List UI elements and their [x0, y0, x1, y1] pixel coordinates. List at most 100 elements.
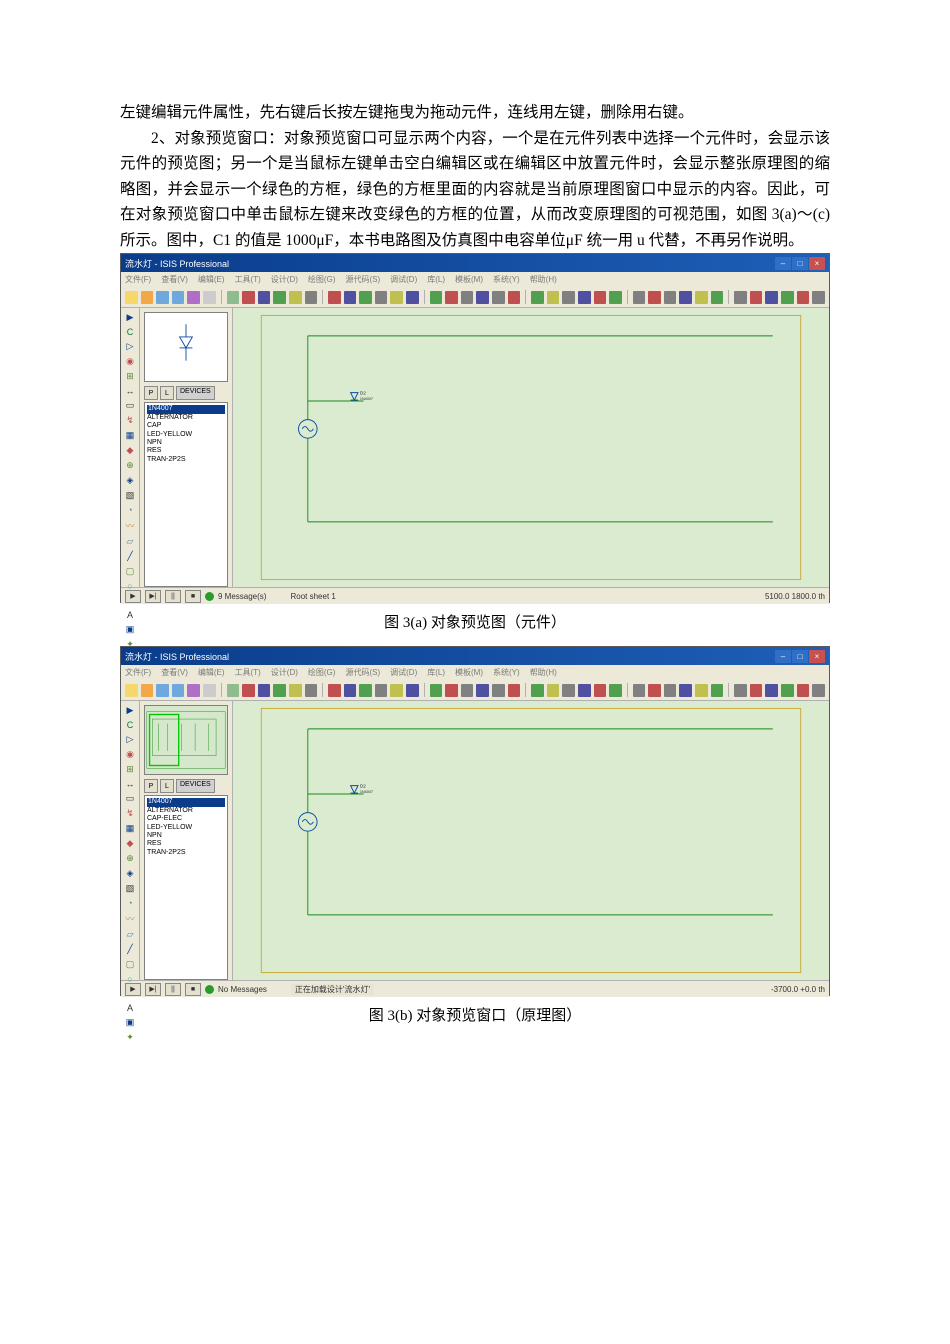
- left-toolbar[interactable]: ▶C▷◉⊞↔▭↯▦◆⊕◈▧◔〰▱╱▢○◠A▣✦: [121, 701, 140, 980]
- device-list[interactable]: 1N4007ALTERNATORCAP-ELECLED-YELLOWNPNRES…: [144, 795, 228, 980]
- play-icon[interactable]: ▶: [125, 590, 141, 603]
- sidebar-tool-icon[interactable]: ▧: [123, 490, 137, 501]
- stop-icon[interactable]: ■: [185, 590, 201, 603]
- toolbar-icon[interactable]: [578, 684, 591, 697]
- toolbar-icon[interactable]: [695, 684, 708, 697]
- sidebar-tool-icon[interactable]: ◈: [123, 868, 137, 879]
- toolbar-icon[interactable]: [734, 291, 747, 304]
- toolbar-icon[interactable]: [797, 291, 810, 304]
- toolbar[interactable]: [121, 680, 829, 701]
- device-item[interactable]: RES: [147, 447, 225, 455]
- device-item[interactable]: TRAN-2P2S: [147, 849, 225, 857]
- device-item[interactable]: CAP: [147, 422, 225, 430]
- device-item[interactable]: NPN: [147, 832, 225, 840]
- sidebar-tool-icon[interactable]: ╱: [123, 551, 137, 562]
- device-item[interactable]: CAP-ELEC: [147, 815, 225, 823]
- toolbar-icon[interactable]: [156, 291, 169, 304]
- toolbar-icon[interactable]: [289, 291, 302, 304]
- toolbar-icon[interactable]: [344, 291, 357, 304]
- toolbar-icon[interactable]: [445, 291, 458, 304]
- close-icon[interactable]: ×: [809, 650, 825, 663]
- toolbar-icon[interactable]: [648, 291, 661, 304]
- toolbar-icon[interactable]: [633, 291, 646, 304]
- toolbar[interactable]: [121, 287, 829, 308]
- toolbar-icon[interactable]: [203, 684, 216, 697]
- toolbar-icon[interactable]: [406, 684, 419, 697]
- menu-item[interactable]: 查看(V): [161, 667, 188, 678]
- toolbar-icon[interactable]: [141, 291, 154, 304]
- toolbar-icon[interactable]: [242, 684, 255, 697]
- toolbar-icon[interactable]: [711, 291, 724, 304]
- toolbar-icon[interactable]: [476, 684, 489, 697]
- minimize-icon[interactable]: –: [775, 650, 791, 663]
- toolbar-icon[interactable]: [765, 291, 778, 304]
- toolbar-icon[interactable]: [390, 291, 403, 304]
- sidebar-tool-icon[interactable]: ↔: [123, 779, 137, 789]
- picker-p-button[interactable]: P: [144, 386, 158, 400]
- toolbar-icon[interactable]: [812, 684, 825, 697]
- sidebar-tool-icon[interactable]: ╱: [123, 944, 137, 955]
- menu-item[interactable]: 源代码(S): [345, 274, 380, 285]
- toolbar-icon[interactable]: [242, 291, 255, 304]
- schematic-canvas[interactable]: D21N4007D11N4007D41N4007D31N4007C11000uF…: [233, 701, 829, 980]
- menu-item[interactable]: 系统(Y): [493, 274, 520, 285]
- toolbar-icon[interactable]: [359, 291, 372, 304]
- toolbar-icon[interactable]: [812, 291, 825, 304]
- menu-item[interactable]: 编辑(E): [198, 667, 225, 678]
- sidebar-tool-icon[interactable]: ▷: [123, 734, 137, 745]
- toolbar-icon[interactable]: [328, 684, 341, 697]
- sidebar-tool-icon[interactable]: 〰: [123, 912, 137, 925]
- sidebar-tool-icon[interactable]: 〰: [123, 519, 137, 532]
- sidebar-tool-icon[interactable]: ▶: [123, 312, 137, 323]
- sidebar-tool-icon[interactable]: ◔: [123, 898, 137, 908]
- menu-item[interactable]: 文件(F): [125, 274, 151, 285]
- menu-item[interactable]: 查看(V): [161, 274, 188, 285]
- toolbar-icon[interactable]: [273, 291, 286, 304]
- toolbar-icon[interactable]: [664, 684, 677, 697]
- sidebar-tool-icon[interactable]: ↯: [123, 415, 137, 426]
- toolbar-icon[interactable]: [562, 684, 575, 697]
- menu-item[interactable]: 编辑(E): [198, 274, 225, 285]
- toolbar-icon[interactable]: [781, 291, 794, 304]
- toolbar-icon[interactable]: [203, 291, 216, 304]
- sidebar-tool-icon[interactable]: ⊞: [123, 764, 137, 775]
- toolbar-icon[interactable]: [305, 684, 318, 697]
- sidebar-tool-icon[interactable]: ▭: [123, 793, 137, 804]
- toolbar-icon[interactable]: [750, 291, 763, 304]
- sidebar-tool-icon[interactable]: ◆: [123, 445, 137, 456]
- toolbar-icon[interactable]: [750, 684, 763, 697]
- menubar[interactable]: 文件(F)查看(V)编辑(E)工具(T)设计(D)绘图(G)源代码(S)调试(D…: [121, 272, 829, 287]
- menu-item[interactable]: 帮助(H): [530, 667, 557, 678]
- toolbar-icon[interactable]: [445, 684, 458, 697]
- toolbar-icon[interactable]: [406, 291, 419, 304]
- toolbar-icon[interactable]: [476, 291, 489, 304]
- toolbar-icon[interactable]: [609, 291, 622, 304]
- toolbar-icon[interactable]: [648, 684, 661, 697]
- device-item[interactable]: ALTERNATOR: [147, 414, 225, 422]
- toolbar-icon[interactable]: [547, 291, 560, 304]
- toolbar-icon[interactable]: [227, 291, 240, 304]
- toolbar-icon[interactable]: [578, 291, 591, 304]
- menu-item[interactable]: 文件(F): [125, 667, 151, 678]
- toolbar-icon[interactable]: [781, 684, 794, 697]
- sidebar-tool-icon[interactable]: C: [123, 327, 137, 337]
- toolbar-icon[interactable]: [125, 684, 138, 697]
- toolbar-icon[interactable]: [305, 291, 318, 304]
- play-icon[interactable]: ▶: [125, 983, 141, 996]
- step-icon[interactable]: ▶|: [145, 983, 161, 996]
- device-item[interactable]: LED-YELLOW: [147, 824, 225, 832]
- sidebar-tool-icon[interactable]: ◈: [123, 475, 137, 486]
- sidebar-tool-icon[interactable]: ✦: [123, 1032, 137, 1043]
- toolbar-icon[interactable]: [328, 291, 341, 304]
- stop-icon[interactable]: ■: [185, 983, 201, 996]
- close-icon[interactable]: ×: [809, 257, 825, 270]
- sidebar-tool-icon[interactable]: ▣: [123, 624, 137, 635]
- menu-item[interactable]: 设计(D): [271, 667, 298, 678]
- toolbar-icon[interactable]: [227, 684, 240, 697]
- sidebar-tool-icon[interactable]: ↯: [123, 808, 137, 819]
- toolbar-icon[interactable]: [695, 291, 708, 304]
- toolbar-icon[interactable]: [765, 684, 778, 697]
- toolbar-icon[interactable]: [430, 291, 443, 304]
- picker-l-button[interactable]: L: [160, 779, 174, 793]
- toolbar-icon[interactable]: [461, 684, 474, 697]
